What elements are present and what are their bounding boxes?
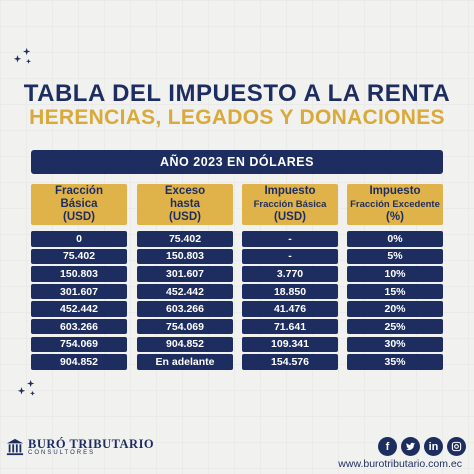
brand-logo[interactable]: BURÓ TRIBUTARIO CONSULTORES bbox=[6, 436, 154, 458]
header-line: Exceso bbox=[164, 185, 206, 197]
header-line: Impuesto bbox=[264, 185, 316, 197]
table-cell: - bbox=[242, 231, 338, 247]
table-cell: 71.641 bbox=[242, 318, 338, 335]
header-line: Impuesto bbox=[369, 185, 421, 197]
header-line: Básica bbox=[60, 198, 98, 210]
header-line: (%) bbox=[386, 211, 404, 223]
table-cell: 41.476 bbox=[242, 301, 338, 317]
column-impuesto-fraccion-excedente: Impuesto Fracción Excedente (%) 0% 5% 10… bbox=[347, 184, 443, 372]
column-fraccion-basica: Fracción Básica (USD) 0 75.402 150.803 3… bbox=[31, 184, 127, 372]
header-line: (USD) bbox=[63, 211, 95, 223]
table-cell: 5% bbox=[347, 248, 443, 265]
header-line: (USD) bbox=[169, 211, 201, 223]
table-cell: 35% bbox=[347, 354, 443, 370]
table-cell: 0 bbox=[31, 231, 127, 247]
brand-name: BURÓ TRIBUTARIO bbox=[28, 436, 155, 451]
instagram-icon[interactable] bbox=[447, 437, 466, 456]
sparkle-icon bbox=[16, 378, 38, 400]
table-cell: 754.069 bbox=[31, 336, 127, 353]
table-cell: 452.442 bbox=[31, 301, 127, 317]
table-cell: 150.803 bbox=[137, 248, 233, 265]
table-cell: 109.341 bbox=[242, 336, 338, 353]
brand-subtitle: CONSULTORES bbox=[28, 450, 96, 457]
table-cell: 15% bbox=[347, 283, 443, 300]
header-line: (USD) bbox=[274, 211, 306, 223]
column-impuesto-fraccion-basica: Impuesto Fracción Básica (USD) - - 3.770… bbox=[242, 184, 338, 372]
table-cell: 18.850 bbox=[242, 283, 338, 300]
page-subtitle: HERENCIAS, LEGADOS Y DONACIONES bbox=[29, 106, 445, 129]
website-link[interactable]: www.burotributario.com.ec bbox=[338, 458, 462, 470]
table-cell: 20% bbox=[347, 301, 443, 317]
building-logo-icon bbox=[6, 438, 24, 456]
table-cell: 904.852 bbox=[137, 336, 233, 353]
linkedin-icon[interactable]: in bbox=[424, 437, 443, 456]
column-exceso-hasta: Exceso hasta (USD) 75.402 150.803 301.60… bbox=[137, 184, 233, 372]
social-links: f in bbox=[378, 437, 466, 456]
page-title: TABLA DEL IMPUESTO A LA RENTA bbox=[23, 80, 451, 107]
table-cell: 75.402 bbox=[31, 248, 127, 265]
facebook-icon[interactable]: f bbox=[378, 437, 397, 456]
column-header: Exceso hasta (USD) bbox=[137, 184, 233, 225]
table-cell: 75.402 bbox=[137, 231, 233, 247]
table-cell: 301.607 bbox=[31, 283, 127, 300]
table-cell: 301.607 bbox=[137, 266, 233, 282]
table-cell: 10% bbox=[347, 266, 443, 282]
table-cell: 150.803 bbox=[31, 266, 127, 282]
header-line: hasta bbox=[169, 198, 201, 210]
column-header: Impuesto Fracción Excedente (%) bbox=[347, 184, 443, 225]
table-cell: - bbox=[242, 248, 338, 265]
table-cell: 25% bbox=[347, 318, 443, 335]
sparkle-icon bbox=[12, 46, 34, 68]
table-cell: 30% bbox=[347, 336, 443, 353]
table-cell: 904.852 bbox=[31, 354, 127, 370]
table-cell: 603.266 bbox=[31, 318, 127, 335]
table-cell: 3.770 bbox=[242, 266, 338, 282]
table-cell: 154.576 bbox=[242, 354, 338, 370]
header-line: Fracción bbox=[55, 185, 103, 197]
column-header: Impuesto Fracción Básica (USD) bbox=[242, 184, 338, 225]
header-line: Fracción Excedente bbox=[350, 199, 440, 210]
twitter-icon[interactable] bbox=[401, 437, 420, 456]
table-cell: 754.069 bbox=[137, 318, 233, 335]
table-cell: En adelante bbox=[137, 354, 233, 370]
year-banner: AÑO 2023 EN DÓLARES bbox=[31, 150, 443, 174]
table-cell: 452.442 bbox=[137, 283, 233, 300]
column-header: Fracción Básica (USD) bbox=[31, 184, 127, 225]
table-cell: 603.266 bbox=[137, 301, 233, 317]
header-line: Fracción Básica bbox=[253, 199, 327, 210]
table-cell: 0% bbox=[347, 231, 443, 247]
